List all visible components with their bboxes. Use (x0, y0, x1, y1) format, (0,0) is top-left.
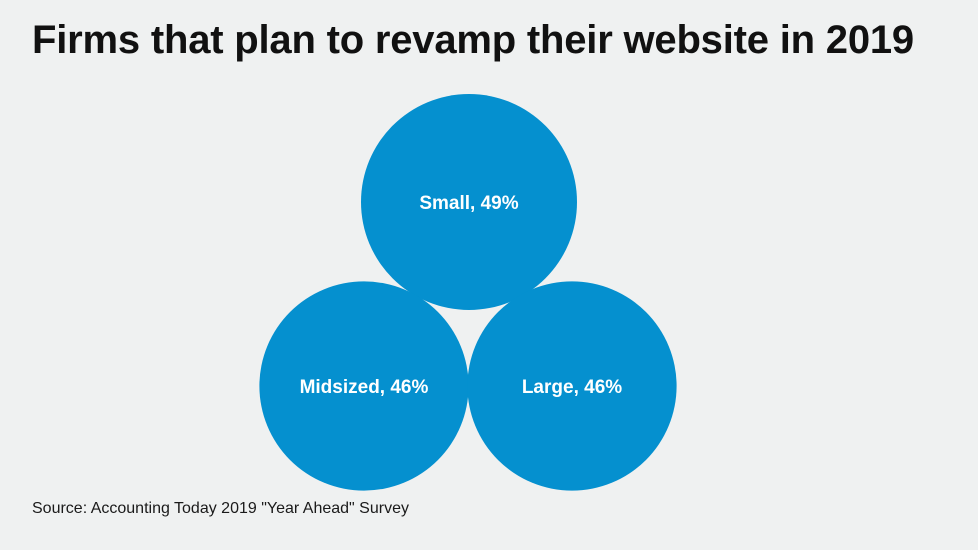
bubbles-group (259, 94, 677, 491)
bubble-label-large: Large, 46% (522, 377, 622, 398)
bubble-label-small: Small, 49% (419, 193, 518, 214)
bubble-labels-group: Small, 49% Midsized, 46% Large, 46% (300, 193, 623, 398)
bubble-large (467, 281, 677, 491)
bubble-midsized (259, 281, 469, 491)
source-note: Source: Accounting Today 2019 "Year Ahea… (32, 500, 409, 517)
bubble-label-midsized: Midsized, 46% (300, 377, 429, 398)
bubble-small (361, 94, 577, 310)
chart-title: Firms that plan to revamp their website … (32, 18, 914, 62)
